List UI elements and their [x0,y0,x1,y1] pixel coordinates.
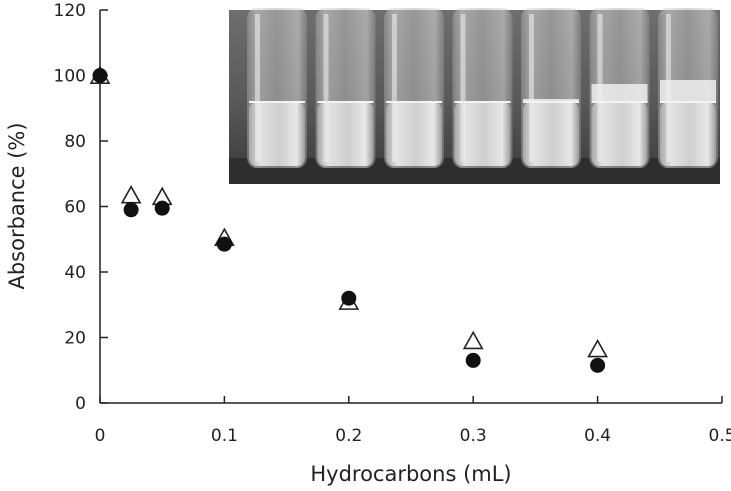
x-tick-label: 0 [95,426,106,446]
circle-point [123,202,139,218]
axes: 0 20 40 60 80 100 120 0 0.1 0.2 0.3 0.4 0.5 [54,1,731,446]
circle-point [465,352,481,368]
test-tube [247,8,307,168]
x-tick-label: 0.3 [460,426,487,446]
circle-point [92,68,108,83]
y-tick-label: 60 [64,198,86,218]
circle-point [590,357,606,373]
data-points [89,65,608,373]
x-tick-label: 0.2 [335,426,362,446]
triangle-point [462,330,484,350]
circle-point [216,236,232,252]
y-tick-label: 40 [64,263,86,283]
y-tick-label: 100 [54,67,86,87]
circle-point [154,200,170,216]
circle-point [341,290,357,306]
y-tick-label: 80 [64,132,86,152]
test-tube-photo [229,8,720,184]
x-tick-label: 0.4 [584,426,611,446]
y-tick-label: 120 [54,1,86,21]
test-tube [384,8,444,168]
y-tick-label: 20 [64,329,86,349]
test-tube [589,8,650,168]
y-tick-label: 0 [75,394,86,414]
test-tube [315,8,376,168]
x-tick-label: 0.5 [708,426,731,446]
test-tube [521,8,581,168]
x-tick-label: 0.1 [211,426,238,446]
triangle-point [587,338,608,358]
x-axis-title: Hydrocarbons (mL) [310,462,511,486]
triangle-point [120,185,142,204]
y-axis-title: Absorbance (%) [5,122,29,289]
test-tube [452,8,513,168]
y-ticks: 0 20 40 60 80 100 120 [54,1,108,414]
test-tube [658,8,718,168]
x-ticks: 0 0.1 0.2 0.3 0.4 0.5 [95,396,731,446]
